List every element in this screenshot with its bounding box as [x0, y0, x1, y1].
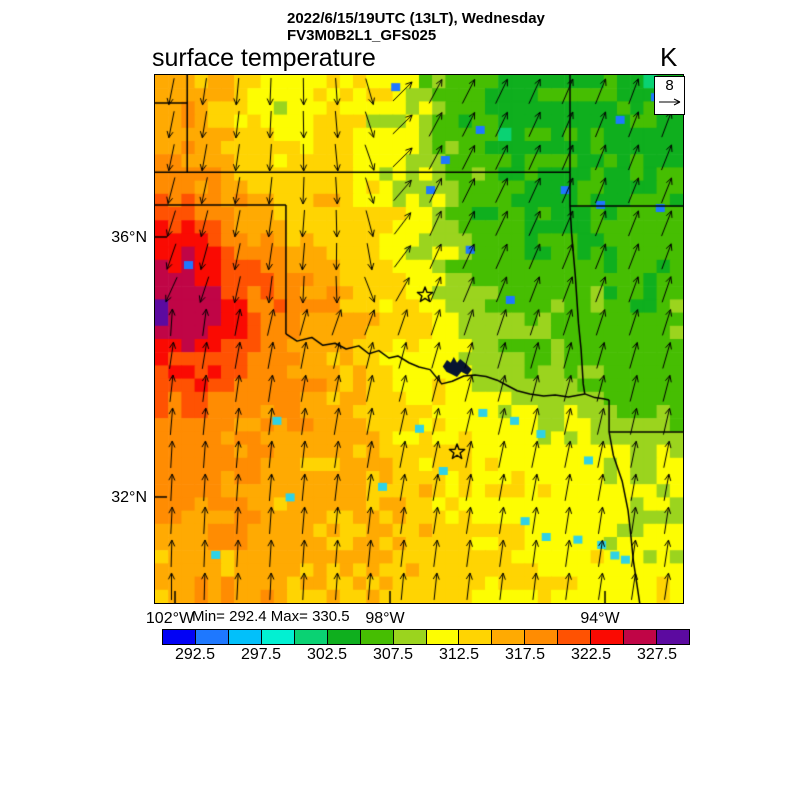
colorbar-tick-label: 312.5: [438, 646, 480, 663]
lon-tick-label: 102°W: [145, 610, 195, 627]
lon-tick-label: 94°W: [580, 610, 620, 627]
colorbar-segment: [492, 630, 526, 644]
colorbar-segment: [163, 630, 196, 644]
colorbar-segment: [360, 630, 394, 644]
colorbar-segment: [558, 630, 592, 644]
colorbar-tick-label: 322.5: [570, 646, 612, 663]
colorbar-segment: [195, 630, 229, 644]
lat-tick-label: 36°N: [111, 228, 147, 246]
colorbar: [162, 629, 690, 645]
plot-title-datetime: 2022/6/15/19UTC (13LT), Wednesday: [287, 10, 545, 27]
colorbar-segment: [459, 630, 493, 644]
colorbar-tick-label: 292.5: [174, 646, 216, 663]
colorbar-tick-label: 302.5: [306, 646, 348, 663]
colorbar-segment: [657, 630, 689, 644]
colorbar-segment: [228, 630, 262, 644]
colorbar-tick-label: 327.5: [636, 646, 678, 663]
map-frame: 8: [154, 74, 685, 604]
colorbar-segment: [261, 630, 295, 644]
colorbar-segment: [591, 630, 625, 644]
colorbar-segment: [525, 630, 559, 644]
colorbar-segment: [426, 630, 460, 644]
lat-tick-label: 32°N: [111, 488, 147, 506]
variable-title: surface temperature: [152, 44, 376, 72]
colorbar-segment: [393, 630, 427, 644]
units-label: K: [660, 42, 678, 72]
reference-arrow-icon: [659, 98, 681, 106]
colorbar-tick-label: 297.5: [240, 646, 282, 663]
plot-title-model: FV3M0B2L1_GFS025: [287, 27, 437, 44]
colorbar-segment: [624, 630, 658, 644]
colorbar-tick-label: 307.5: [372, 646, 414, 663]
colorbar-tick-label: 317.5: [504, 646, 546, 663]
temperature-map-canvas: [155, 75, 683, 603]
colorbar-segment: [327, 630, 361, 644]
lon-tick-label: 98°W: [365, 610, 405, 627]
colorbar-segment: [294, 630, 328, 644]
minmax-stats: Min= 292.4 Max= 330.5: [192, 608, 350, 625]
wind-reference-value: 8: [665, 77, 674, 94]
wind-reference-legend: 8: [654, 76, 685, 115]
